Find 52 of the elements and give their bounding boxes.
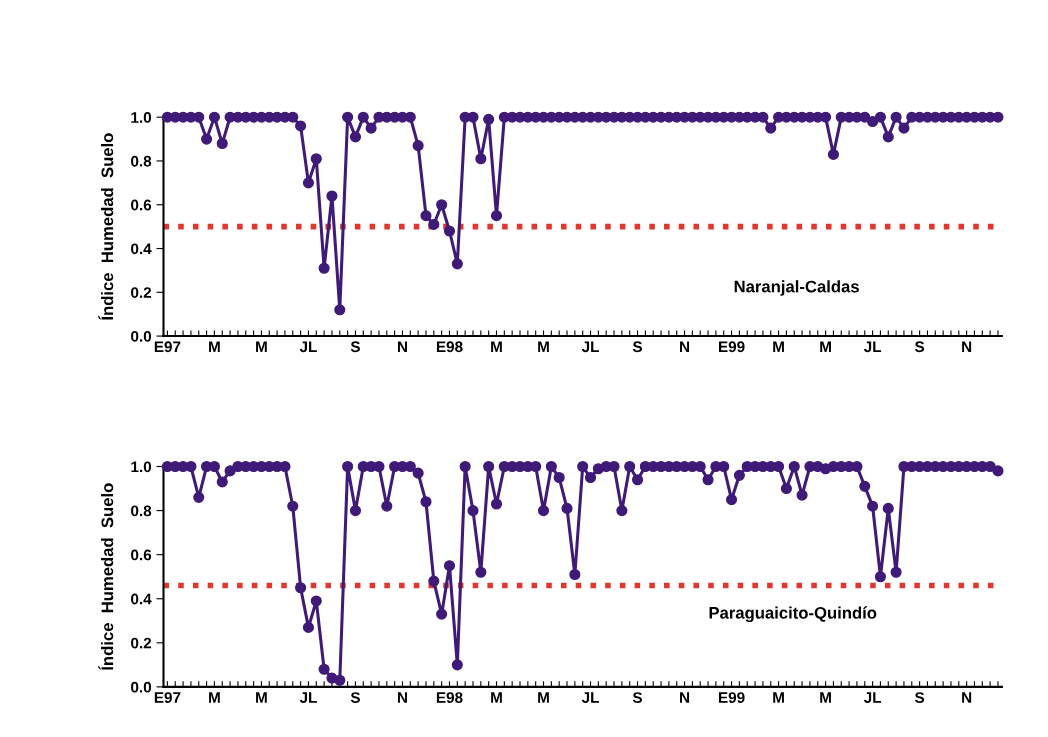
x-tick-label: N [397,341,407,352]
y-tick-label: 0.2 [131,287,152,298]
x-tick-label: JL [581,341,599,353]
x-tick-label: S [632,341,643,353]
y-tick-label: 1.0 [131,461,152,473]
x-tick-label: M [256,341,267,352]
x-tick-label: M [538,692,549,703]
x-tick-label: JL [299,341,317,353]
x-tick-label: M [820,692,831,703]
x-tick-label: E97 [154,341,181,353]
y-tick-label: 0.6 [131,199,152,211]
x-tick-label: S [914,341,925,353]
y-tick-label: 0.0 [131,330,152,342]
x-tick-label: N [962,692,972,703]
y-tick-label: 0.8 [131,155,152,167]
annotation: Paraguaicito-Quindío [709,606,877,623]
annotation: Naranjal-Caldas [734,280,859,296]
x-tick-label: M [773,692,784,703]
y-tick-label: 0.4 [131,243,152,255]
x-tick-label: M [209,692,220,703]
x-tick-label: E98 [436,692,463,703]
x-tick-label: N [962,341,972,352]
x-tick-label: E97 [154,692,181,703]
x-tick-label: M [538,341,549,352]
y-tick-label: 0.8 [131,505,152,517]
x-tick-label: JL [863,692,882,703]
y-axis-title: Índice Humedad Suelo [98,483,114,670]
x-tick-label: E99 [718,341,745,353]
x-tick-label: JL [299,692,317,703]
x-tick-label: M [491,692,502,703]
y-tick-label: 0.2 [131,637,152,649]
x-tick-label: M [773,341,784,352]
x-tick-label: N [680,341,690,352]
x-tick-label: S [350,341,360,353]
x-tick-label: M [491,341,502,352]
y-tick-label: 1.0 [131,112,152,123]
y-tick-label: 0.0 [131,681,152,693]
x-tick-label: JL [581,692,599,703]
x-tick-label: M [256,692,267,703]
x-tick-label: JL [863,341,882,353]
x-tick-label: M [209,341,220,352]
x-tick-label: S [350,692,360,703]
x-tick-label: N [680,692,690,703]
x-tick-label: M [820,341,831,352]
x-tick-label: S [632,692,643,703]
y-tick-label: 0.6 [131,549,152,561]
y-tick-label: 0.4 [131,593,152,605]
x-tick-label: E98 [436,341,463,353]
x-tick-label: E99 [718,692,745,703]
y-axis-title: Índice Humedad Suelo [98,133,114,320]
x-tick-label: N [397,692,407,703]
x-tick-label: S [914,692,925,703]
